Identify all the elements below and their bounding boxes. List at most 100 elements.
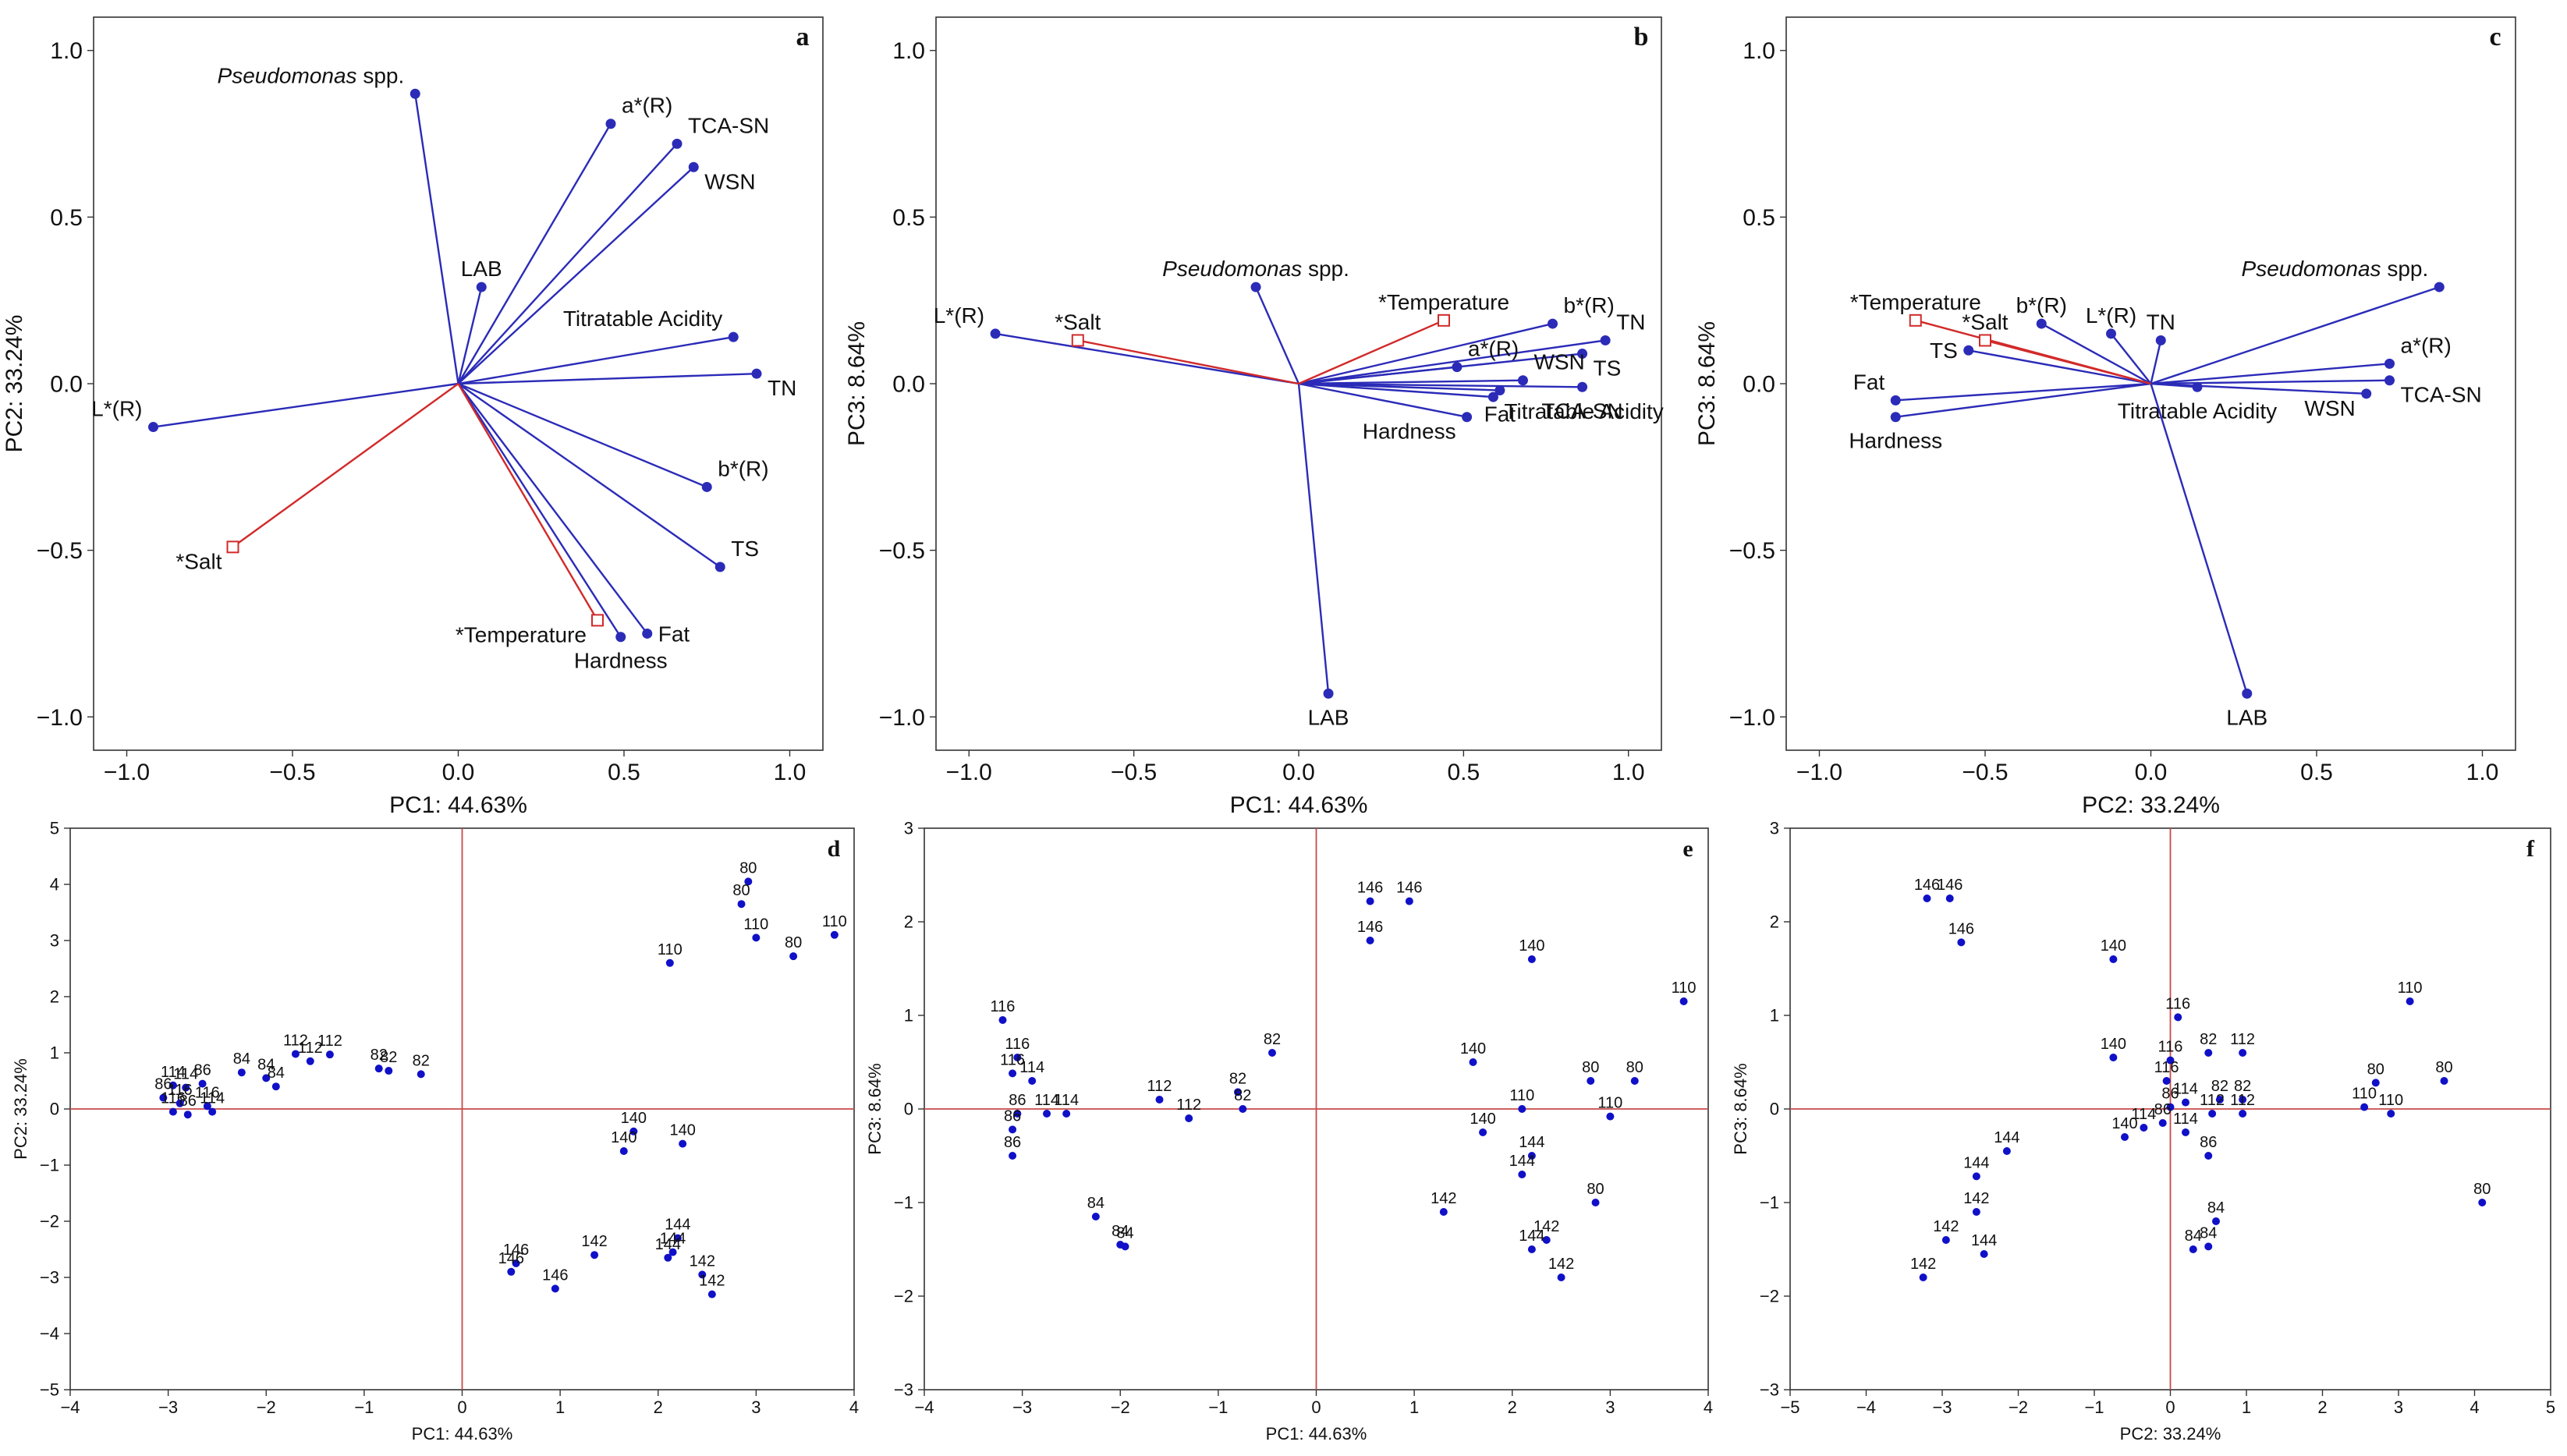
score-point bbox=[2212, 1217, 2220, 1225]
score-label: 80 bbox=[2473, 1181, 2491, 1198]
x-tick-label: −2 bbox=[1111, 1398, 1130, 1417]
score-point bbox=[1606, 1112, 1615, 1121]
panel-letter: b bbox=[1634, 23, 1649, 51]
score-point bbox=[1557, 1274, 1565, 1281]
score-point bbox=[237, 1068, 246, 1077]
panel-b: −1.0 −0.5 0.0 0.5 1.0 −1.0 −0.5 0.0 0.5 1.0 PC1: 4… bbox=[844, 16, 1664, 818]
score-point bbox=[1366, 937, 1374, 944]
x-tick-label: −0.5 bbox=[1962, 760, 2008, 785]
vector-label: Titratable Acidity bbox=[2118, 399, 2277, 423]
y-tick-label: 1.0 bbox=[1743, 38, 1775, 64]
score-label: 86 bbox=[2200, 1134, 2217, 1151]
score-label: 116 bbox=[2165, 995, 2190, 1012]
supplementary-label: *Salt bbox=[1055, 310, 1101, 334]
score-label: 114 bbox=[2131, 1106, 2156, 1123]
score-point bbox=[2162, 1077, 2171, 1085]
score-point bbox=[198, 1079, 207, 1088]
loading-vector bbox=[458, 335, 734, 385]
y-axis-label: PC2: 33.24% bbox=[11, 1058, 30, 1160]
score-point bbox=[707, 1290, 716, 1298]
score-point bbox=[830, 930, 839, 939]
loading-point bbox=[1517, 375, 1528, 386]
y-tick-label: 3 bbox=[50, 931, 59, 951]
loading-point bbox=[476, 282, 487, 292]
loading-vector bbox=[2150, 285, 2440, 385]
score-label: 80 bbox=[739, 859, 757, 877]
vector-label: L*(R) bbox=[934, 303, 984, 328]
score-point bbox=[752, 933, 761, 942]
loading-point bbox=[2361, 388, 2372, 399]
x-tick-label: −1.0 bbox=[104, 760, 150, 785]
y-tick-label: −1 bbox=[894, 1193, 913, 1213]
x-tick-label: 0 bbox=[2165, 1398, 2175, 1417]
y-tick-label: 0.5 bbox=[892, 205, 925, 231]
score-label: 114 bbox=[200, 1090, 225, 1107]
y-tick-label: −1.0 bbox=[1729, 705, 1775, 731]
loading-vector bbox=[1298, 382, 1583, 388]
supplementary-label: *Temperature bbox=[456, 622, 587, 647]
score-point bbox=[2239, 1110, 2247, 1118]
score-label: 116 bbox=[195, 1084, 220, 1101]
score-label: 112 bbox=[298, 1040, 323, 1057]
score-point bbox=[737, 900, 746, 909]
supplementary-vector bbox=[457, 383, 599, 621]
score-point bbox=[2002, 1147, 2011, 1155]
score-label: 146 bbox=[1396, 880, 1422, 897]
score-label: 116 bbox=[1000, 1051, 1025, 1068]
supplementary-label: *Temperature bbox=[1378, 290, 1509, 314]
score-point bbox=[1013, 1054, 1022, 1061]
score-label: 146 bbox=[498, 1250, 524, 1267]
x-tick-label: 5 bbox=[2546, 1398, 2555, 1417]
score-label: 80 bbox=[732, 882, 750, 899]
score-point bbox=[183, 1111, 192, 1119]
score-point bbox=[1542, 1236, 1551, 1244]
score-point bbox=[291, 1050, 300, 1058]
x-tick-label: 0 bbox=[457, 1398, 466, 1417]
vector-label: b*(R) bbox=[1564, 293, 1615, 317]
vector-label: LAB bbox=[2226, 705, 2267, 729]
x-tick-label: −3 bbox=[1932, 1398, 1952, 1417]
loading-point bbox=[1577, 381, 1588, 392]
y-tick-label: 0.5 bbox=[50, 205, 83, 231]
x-tick-label: −5 bbox=[1780, 1398, 1799, 1417]
x-tick-label: −4 bbox=[914, 1398, 934, 1417]
score-label: 116 bbox=[168, 1082, 193, 1099]
score-point bbox=[619, 1147, 628, 1155]
y-tick-label: −2 bbox=[894, 1287, 913, 1306]
score-label: 142 bbox=[1548, 1256, 1574, 1273]
loading-vector bbox=[2110, 333, 2152, 384]
loading-vector bbox=[2150, 379, 2390, 385]
x-tick-label: 1 bbox=[555, 1398, 565, 1417]
score-label: 80 bbox=[2435, 1059, 2452, 1076]
score-label: 116 bbox=[2154, 1059, 2179, 1076]
vector-label: Fat bbox=[1853, 370, 1885, 394]
score-label: 82 bbox=[380, 1049, 397, 1066]
score-point bbox=[2109, 1054, 2118, 1061]
score-point bbox=[2140, 1124, 2148, 1132]
loading-vector bbox=[457, 286, 483, 384]
score-label: 110 bbox=[1597, 1095, 1622, 1112]
x-tick-label: 0.0 bbox=[2135, 760, 2168, 785]
loading-vector bbox=[457, 123, 612, 384]
score-point bbox=[1518, 1171, 1526, 1178]
loading-point bbox=[2242, 688, 2253, 699]
score-label: 144 bbox=[655, 1236, 681, 1253]
x-tick-label: 2 bbox=[1508, 1398, 1517, 1417]
y-tick-label: −2 bbox=[1760, 1287, 1779, 1306]
y-tick-label: −1 bbox=[1760, 1193, 1779, 1213]
score-point bbox=[2208, 1110, 2217, 1118]
score-point bbox=[1527, 955, 1536, 963]
loading-point bbox=[1494, 385, 1505, 396]
score-point bbox=[1009, 1152, 1017, 1160]
x-tick-label: −0.5 bbox=[1111, 760, 1157, 785]
score-label: 114 bbox=[173, 1066, 198, 1083]
score-point bbox=[2166, 1056, 2175, 1065]
score-label: 116 bbox=[991, 998, 1016, 1015]
score-point bbox=[2406, 997, 2414, 1005]
vector-label: WSN bbox=[2304, 396, 2355, 420]
vector-label: TCA-SN bbox=[688, 113, 769, 137]
vector-label: Titratable Acidity bbox=[563, 306, 722, 331]
loading-point bbox=[1963, 345, 1974, 356]
score-point bbox=[2360, 1103, 2369, 1111]
